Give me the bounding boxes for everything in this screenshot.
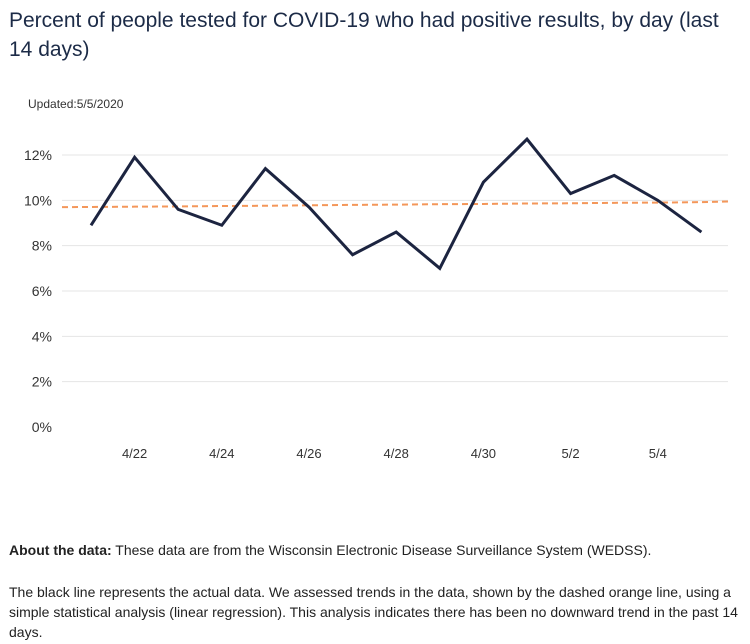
data-point[interactable]: 4/22: 11.9% xyxy=(132,154,138,160)
chart-title: Percent of people tested for COVID-19 wh… xyxy=(9,9,719,61)
trend-line-dashed xyxy=(61,200,729,209)
updated-date: Updated:5/5/2020 xyxy=(28,97,124,111)
series-lines: 4/21: 8.9% 4/22: 11.9% 4/23: 9.6% 4/24: 8.9… xyxy=(61,136,729,271)
data-point[interactable]: 4/23: 9.6% xyxy=(175,206,181,212)
y-tick-label: 6% xyxy=(32,283,52,299)
gridlines xyxy=(62,154,728,383)
x-tick-label: 5/2 xyxy=(562,446,580,461)
x-tick-label: 4/24 xyxy=(209,446,234,461)
data-point[interactable]: 4/26: 9.7% xyxy=(306,204,312,210)
data-point[interactable]: 4/25: 11.4% xyxy=(262,166,268,172)
data-point[interactable]: 4/27: 7.6% xyxy=(350,252,356,258)
x-axis-labels: 4/22 4/24 4/26 4/28 4/30 5/2 5/4 xyxy=(122,446,667,461)
about-the-data: About the data: These data are from the … xyxy=(9,540,744,560)
x-tick-label: 4/30 xyxy=(471,446,496,461)
data-point[interactable]: 5/2: 10.3% xyxy=(568,191,574,197)
data-point[interactable]: 5/4: 10% xyxy=(655,197,661,203)
actual-data-line xyxy=(89,136,703,271)
about-label: About the data: xyxy=(9,542,112,558)
data-point[interactable]: 4/24: 8.9% xyxy=(219,222,225,228)
x-tick-label: 5/4 xyxy=(649,446,667,461)
y-tick-label: 0% xyxy=(32,419,52,435)
about-text: These data are from the Wisconsin Electr… xyxy=(111,542,652,558)
data-point[interactable]: 5/5: 8.6% xyxy=(698,229,704,235)
x-tick-label: 4/22 xyxy=(122,446,147,461)
data-point[interactable]: 5/1: 12.7% xyxy=(524,136,530,142)
data-point[interactable]: 5/3: 11.1% xyxy=(611,172,617,178)
data-point[interactable]: 4/21: 8.9% xyxy=(88,222,94,228)
x-tick-label: 4/26 xyxy=(296,446,321,461)
data-point[interactable]: 4/30: 10.8% xyxy=(480,179,486,185)
y-tick-label: 12% xyxy=(24,147,52,163)
y-tick-label: 10% xyxy=(24,192,52,208)
x-tick-label: 4/28 xyxy=(384,446,409,461)
explanation-text: The black line represents the actual dat… xyxy=(9,584,738,640)
y-tick-label: 2% xyxy=(32,374,52,390)
line-chart: 0% 2% 4% 6% 8% 10% 12% 4/22 4/24 4/26 4/28 4/30 5/2… xyxy=(24,136,729,461)
y-tick-label: 8% xyxy=(32,238,52,254)
y-axis-labels: 0% 2% 4% 6% 8% 10% 12% xyxy=(24,147,52,435)
data-point[interactable]: 4/29: 7% xyxy=(437,265,443,271)
y-tick-label: 4% xyxy=(32,328,52,344)
data-point[interactable]: 4/28: 8.6% xyxy=(393,229,399,235)
